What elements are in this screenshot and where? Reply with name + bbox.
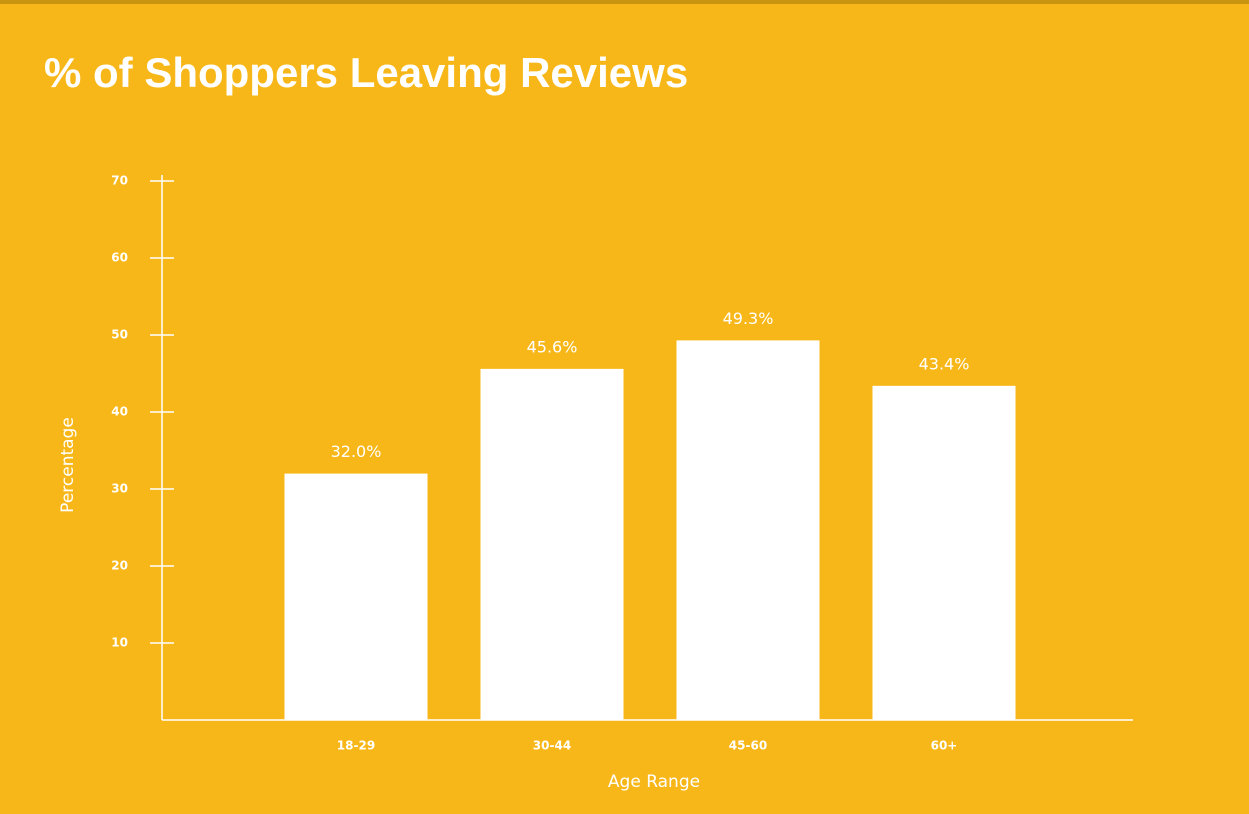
bar	[480, 368, 624, 720]
y-tick-label: 60	[111, 251, 128, 265]
y-tick-label: 50	[111, 328, 128, 342]
y-tick-label: 10	[111, 636, 128, 650]
x-axis-title: Age Range	[608, 772, 700, 792]
bar	[284, 473, 428, 720]
value-label: 32.0%	[331, 442, 382, 461]
x-tick-label: 45-60	[729, 739, 767, 753]
value-label: 43.4%	[919, 354, 970, 373]
top-strip	[0, 0, 1249, 4]
y-tick-label: 30	[111, 482, 128, 496]
y-tick-label: 70	[111, 174, 128, 188]
value-label: 49.3%	[723, 309, 774, 328]
y-tick-label: 40	[111, 405, 128, 419]
y-tick-label: 20	[111, 559, 128, 573]
bar	[872, 385, 1016, 720]
x-tick-label: 18-29	[337, 739, 375, 753]
chart-title: % of Shoppers Leaving Reviews	[44, 49, 688, 96]
x-tick-label: 30-44	[533, 739, 571, 753]
bar	[676, 340, 820, 720]
value-label: 45.6%	[527, 337, 578, 356]
x-tick-label: 60+	[931, 739, 958, 753]
y-axis-title: Percentage	[58, 417, 78, 513]
